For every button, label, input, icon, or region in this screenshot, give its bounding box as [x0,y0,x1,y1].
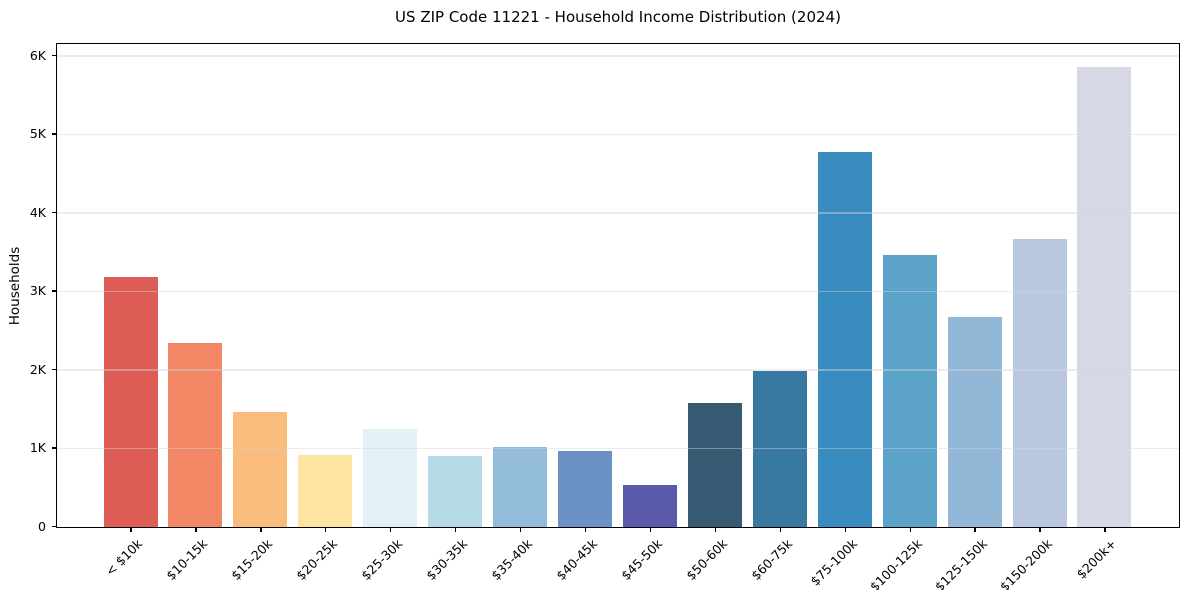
bar-$50-60k [687,402,742,527]
x-tick-label-$200k+: $200k+ [1073,536,1120,582]
gridline-6K [57,55,1179,57]
gridline-3K [57,290,1179,293]
y-tick-mark-6K [51,54,56,57]
bar-$35-40k [493,447,548,527]
x-tick-label-$45-50k: $45-50k [618,536,666,584]
y-tick-mark-5K [51,133,56,135]
x-tick-mark-$125-150k [974,527,976,532]
y-tick-label-3K: 3K [29,283,46,299]
x-tick-mark-< $10k [130,527,132,532]
x-tick-label-$75-100k: $75-100k [807,536,860,589]
y-tick-mark-3K [51,290,56,292]
x-tick-label-$15-20k: $15-20k [228,536,276,584]
bar-$60-75k [752,371,807,527]
y-tick-mark-0 [51,525,56,528]
x-tick-mark-$100-125k [909,527,911,532]
x-tick-label-$60-75k: $60-75k [747,536,795,584]
chart-title: US ZIP Code 11221 - Household Income Dis… [395,8,841,26]
y-tick-mark-1K [51,447,56,449]
x-tick-label-$10-15k: $10-15k [163,536,211,584]
bar-$150-200k [1012,239,1067,527]
y-tick-label-1K: 1K [29,440,46,456]
x-tick-mark-$45-50k [649,527,652,532]
y-tick-mark-4K [51,211,56,214]
x-tick-mark-$30-35k [455,527,457,532]
x-tick-mark-$60-75k [779,527,781,532]
x-tick-label-$100-125k: $100-125k [866,536,925,590]
x-tick-label-$30-35k: $30-35k [423,536,471,584]
bar-$75-100k [817,152,872,527]
gridline-5K [57,133,1179,136]
x-tick-label-$40-45k: $40-45k [553,536,601,584]
bar-$25-30k [363,428,418,527]
bar-< $10k [103,276,158,527]
x-tick-mark-$150-200k [1039,527,1041,532]
x-tick-label-$25-30k: $25-30k [358,536,406,584]
x-tick-mark-$15-20k [260,527,262,532]
y-tick-label-5K: 5K [29,126,46,142]
y-tick-label-0: 0 [38,519,46,534]
bar-$200k+ [1077,66,1132,527]
gridline-1K [57,447,1179,450]
y-tick-mark-2K [51,368,56,371]
plot-area [56,43,1180,528]
y-tick-label-2K: 2K [29,361,46,377]
y-tick-label-4K: 4K [29,204,46,220]
bar-$125-150k [947,317,1002,527]
x-tick-label-$50-60k: $50-60k [682,536,730,584]
x-tick-mark-$20-25k [325,527,327,532]
bar-$45-50k [622,485,677,527]
bar-$30-35k [428,455,483,527]
y-tick-label-6K: 6K [29,47,46,63]
bar-$15-20k [233,412,288,527]
x-tick-label-$150-200k: $150-200k [996,536,1055,590]
x-tick-label-$20-25k: $20-25k [293,536,341,584]
x-tick-mark-$25-30k [390,527,392,532]
x-tick-label-$35-40k: $35-40k [488,536,536,584]
x-tick-mark-$75-100k [844,527,846,532]
bar-$20-25k [298,455,353,527]
bar-$40-45k [558,451,612,527]
x-tick-mark-$200k+ [1104,527,1106,532]
x-tick-label-< $10k: < $10k [102,536,146,579]
bar-$100-125k [882,255,937,527]
x-tick-label-$125-150k: $125-150k [931,536,990,590]
bar-$10-15k [168,343,223,527]
x-tick-mark-$50-60k [714,527,717,532]
x-tick-mark-$40-45k [584,527,587,532]
gridline-4K [57,212,1179,214]
x-tick-mark-$10-15k [195,527,197,532]
x-tick-mark-$35-40k [519,527,522,532]
gridline-2K [57,369,1179,371]
